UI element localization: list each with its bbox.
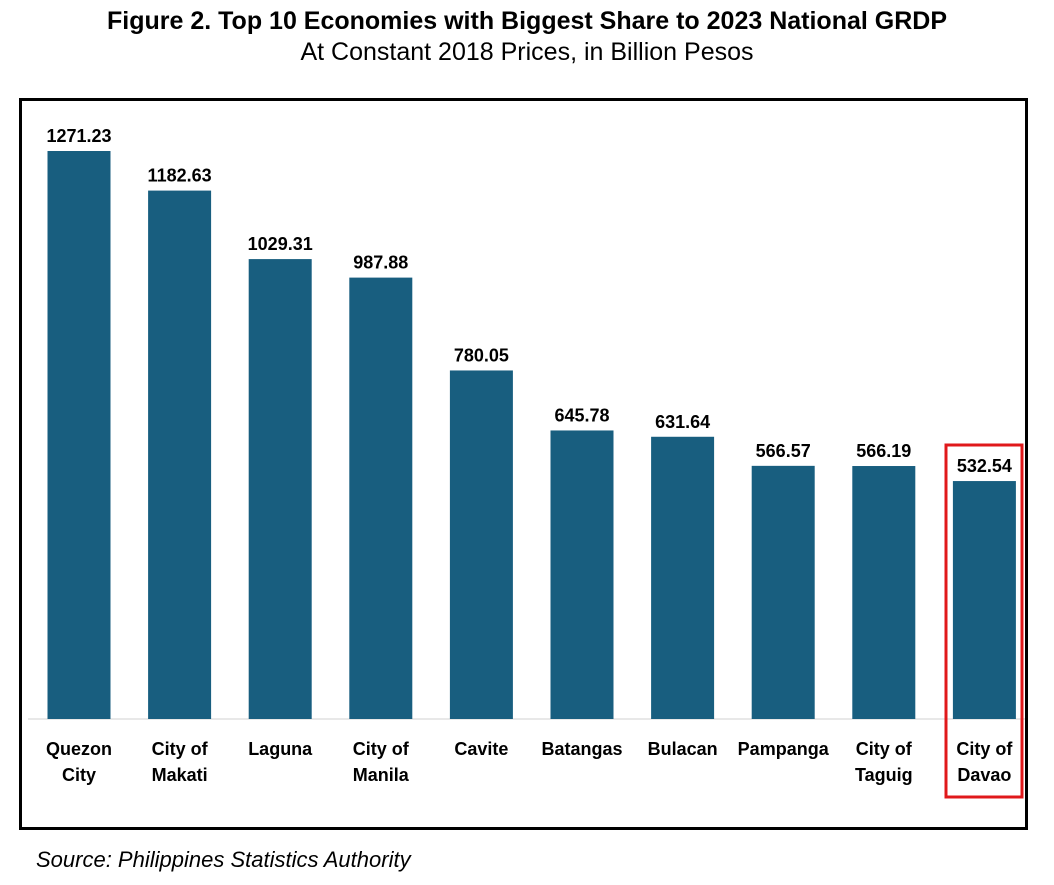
data-label: 631.64 <box>655 412 710 432</box>
category-label-line: Quezon <box>46 739 112 759</box>
chart-subtitle: At Constant 2018 Prices, in Billion Peso… <box>300 38 754 66</box>
chart-title: Figure 2. Top 10 Economies with Biggest … <box>107 7 947 35</box>
category-label-line: Batangas <box>541 739 622 759</box>
category-label: Bulacan <box>648 739 718 759</box>
data-label: 1182.63 <box>148 166 212 186</box>
category-label-line: City <box>62 765 96 785</box>
category-label-line: City of <box>152 739 209 759</box>
bar <box>449 370 513 719</box>
category-label: City of Davao <box>956 739 1013 785</box>
category-label-line: Laguna <box>248 739 313 759</box>
bar <box>248 259 312 719</box>
bar <box>852 466 916 719</box>
data-label: 987.88 <box>353 253 408 273</box>
category-label-line: Davao <box>957 765 1011 785</box>
category-label: City of Makati <box>152 739 209 785</box>
category-label: Laguna <box>248 739 313 759</box>
data-label: 566.57 <box>756 441 811 461</box>
bars-group <box>47 151 1016 720</box>
value-labels-group: 1271.23 1182.63 1029.31 987.88 780.05 645.78 6… <box>46 126 1011 476</box>
category-label: Batangas <box>541 739 622 759</box>
category-label-line: City of <box>353 739 410 759</box>
bar <box>148 190 212 720</box>
bar <box>952 481 1016 719</box>
bar <box>47 151 111 719</box>
category-label: City of Manila <box>353 739 410 785</box>
data-label: 1029.31 <box>248 234 313 254</box>
category-label: Pampanga <box>738 739 830 759</box>
bar <box>751 465 815 719</box>
category-label-line: Manila <box>353 765 410 785</box>
category-label-line: Makati <box>152 765 208 785</box>
category-label: Quezon City <box>46 739 112 785</box>
data-label: 532.54 <box>957 456 1012 476</box>
highlight-box <box>944 443 1024 799</box>
data-label: 566.19 <box>856 441 911 461</box>
category-label-line: Cavite <box>454 739 508 759</box>
bar <box>651 436 715 719</box>
category-label-line: Bulacan <box>648 739 718 759</box>
bar <box>349 277 413 719</box>
data-label: 1271.23 <box>46 126 111 146</box>
category-label-line: Pampanga <box>738 739 830 759</box>
data-label: 780.05 <box>454 345 509 365</box>
category-label-line: City of <box>956 739 1013 759</box>
category-labels-group: Quezon City City of Makati Laguna City of Mani… <box>46 739 1013 785</box>
source-note: Source: Philippines Statistics Authority <box>36 847 411 872</box>
data-label: 645.78 <box>554 405 609 425</box>
bar <box>550 430 614 719</box>
category-label: Cavite <box>454 739 508 759</box>
category-label-line: Taguig <box>855 765 913 785</box>
category-label-line: City of <box>856 739 913 759</box>
category-label: City of Taguig <box>855 739 913 785</box>
